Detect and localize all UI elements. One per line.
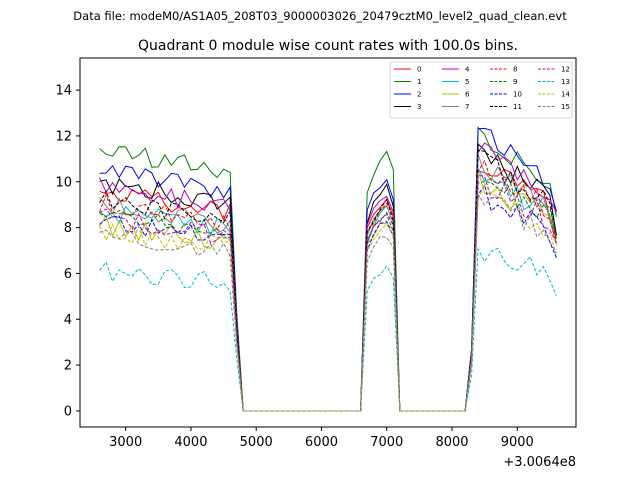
series-line-5 <box>99 167 557 412</box>
legend-label-10: 10 <box>513 91 522 99</box>
legend-label-1: 1 <box>417 78 421 86</box>
legend-label-5: 5 <box>465 78 469 86</box>
legend-label-9: 9 <box>513 78 517 86</box>
legend-label-14: 14 <box>561 91 570 99</box>
x-tick-label: 3000 <box>109 435 142 450</box>
series-line-6 <box>99 170 557 412</box>
y-tick-label: 6 <box>64 267 72 282</box>
legend-label-3: 3 <box>417 103 421 111</box>
y-tick-label: 8 <box>64 221 72 236</box>
x-offset-label: +3.0064e8 <box>503 455 576 470</box>
legend-box <box>389 61 573 119</box>
legend-label-11: 11 <box>513 103 522 111</box>
y-tick-label: 14 <box>55 84 72 99</box>
y-tick-label: 2 <box>64 359 72 374</box>
legend-label-12: 12 <box>561 66 570 74</box>
legend-label-0: 0 <box>417 66 421 74</box>
x-tick-label: 5000 <box>240 435 273 450</box>
series-line-8 <box>99 159 557 412</box>
y-tick-label: 10 <box>55 175 72 190</box>
x-tick-label: 8000 <box>435 435 468 450</box>
legend-label-2: 2 <box>417 91 421 99</box>
series-line-10 <box>99 184 557 412</box>
series-line-15 <box>99 192 557 412</box>
chart-suptitle: Data file: modeM0/AS1A05_208T03_90000030… <box>73 9 567 23</box>
series-line-4 <box>99 142 557 412</box>
legend-label-4: 4 <box>465 66 470 74</box>
legend-label-6: 6 <box>465 91 470 99</box>
legend-label-13: 13 <box>561 78 570 86</box>
legend-label-15: 15 <box>561 103 570 111</box>
series-line-12 <box>99 174 557 412</box>
x-tick-label: 7000 <box>370 435 403 450</box>
series-line-0 <box>99 168 557 412</box>
x-tick-label: 6000 <box>305 435 338 450</box>
axes: 3000 4000 5000 6000 7000 8000 9000 0 2 4 6 8 10 12 14 <box>55 84 533 450</box>
series-line-13 <box>99 247 557 412</box>
series-line-14 <box>99 182 557 412</box>
legend-label-8: 8 <box>513 66 517 74</box>
plot-frame <box>79 57 577 428</box>
x-tick-label: 9000 <box>501 435 534 450</box>
x-tick-label: 4000 <box>174 435 207 450</box>
series-line-9 <box>99 180 557 412</box>
chart-title: Quadrant 0 module wise count rates with … <box>138 38 518 54</box>
y-tick-label: 0 <box>64 404 72 419</box>
plot-area <box>99 126 557 412</box>
y-tick-label: 4 <box>64 313 72 328</box>
legend-label-7: 7 <box>465 103 469 111</box>
series-line-3 <box>99 142 557 412</box>
y-tick-label: 12 <box>55 129 72 144</box>
